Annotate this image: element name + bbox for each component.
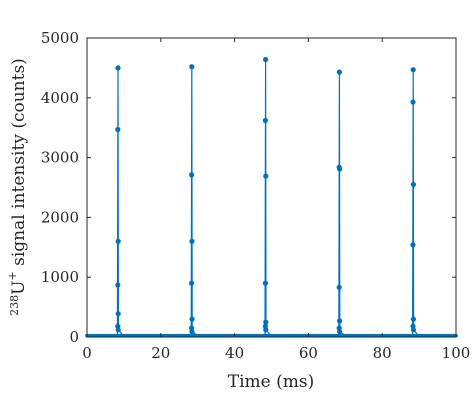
data-point (410, 181, 416, 188)
x-tick-label: 100 (442, 344, 471, 362)
x-tick-label: 80 (373, 344, 392, 362)
y-tick-label: 4000 (41, 89, 79, 107)
data-point (337, 166, 343, 172)
x-tick-label: 20 (151, 344, 170, 362)
data-point (115, 238, 121, 244)
data-point (189, 280, 195, 286)
data-point (336, 284, 342, 290)
data-point (263, 319, 269, 325)
series-line (87, 59, 456, 338)
y-tick-label: 0 (69, 328, 79, 346)
data-point (410, 67, 416, 73)
data-point (115, 282, 121, 288)
data-point (263, 327, 269, 333)
data-point (189, 238, 195, 244)
y-axis-label-charge: + (6, 271, 19, 280)
data-point (337, 318, 343, 324)
data-point (189, 329, 195, 335)
data-point (410, 316, 416, 322)
x-tick-label: 60 (299, 344, 318, 362)
data-point (336, 69, 342, 75)
y-tick-label: 3000 (41, 149, 79, 167)
data-point (115, 126, 121, 133)
data-point (115, 327, 121, 333)
plot-area (85, 56, 458, 338)
data-point (337, 329, 343, 335)
data-point (115, 65, 121, 71)
data-point (410, 242, 416, 248)
y-axis-label-isotope: 238 (8, 295, 21, 316)
data-point (262, 280, 268, 286)
y-tick-label: 1000 (41, 268, 79, 286)
y-axis-label-rest: signal intensity (counts) (9, 58, 29, 271)
data-point (410, 327, 416, 333)
data-point (189, 316, 195, 322)
x-axis-label: Time (ms) (228, 372, 314, 392)
axes-box (86, 37, 457, 338)
data-point (263, 56, 269, 63)
data-point (263, 173, 269, 179)
x-tick-label: 40 (225, 344, 244, 362)
data-point (189, 64, 195, 70)
y-tick-label: 5000 (41, 29, 79, 47)
data-point (115, 311, 121, 317)
y-axis-label: 238U+ signal intensity (counts) (6, 58, 29, 316)
data-point (189, 172, 195, 178)
x-tick-label: 0 (82, 344, 92, 362)
data-point (262, 117, 268, 124)
y-axis-label-element: U (9, 280, 29, 294)
y-tick-label: 2000 (41, 208, 79, 226)
data-point (410, 99, 416, 105)
